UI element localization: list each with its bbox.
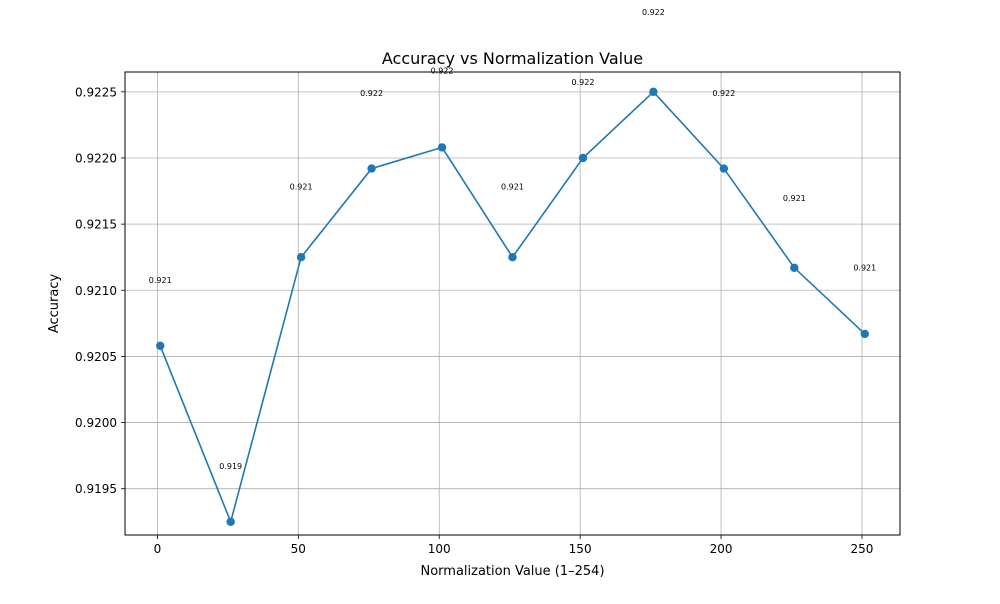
data-label: 0.919: [219, 462, 242, 471]
data-label: 0.922: [642, 8, 665, 17]
data-point: [649, 87, 658, 97]
grid-lines: [125, 72, 900, 535]
data-label: 0.922: [360, 89, 383, 98]
y-tick-label: 0.9210: [75, 284, 117, 298]
y-axis-ticks: 0.9195 0.9200 0.9205 0.9210 0.9215 0.9220 0.92…: [75, 85, 125, 496]
x-tick-label: 100: [428, 542, 451, 556]
x-axis-ticks: 0 50 100 150 200 250: [154, 535, 874, 556]
series-accuracy: [156, 87, 869, 526]
data-point: [790, 263, 799, 272]
data-point: [437, 143, 447, 152]
data-point: [156, 341, 165, 351]
y-tick-label: 0.9220: [75, 151, 117, 165]
plot-area-frame: [124, 71, 901, 536]
data-label: 0.921: [783, 194, 806, 203]
x-tick-label: 200: [710, 542, 733, 556]
data-label: 0.921: [290, 183, 313, 192]
data-label: 0.922: [572, 78, 595, 87]
x-tick-label: 0: [154, 542, 162, 556]
data-point: [296, 253, 306, 262]
series-line: [159, 90, 866, 525]
y-tick-label: 0.9200: [75, 416, 117, 430]
y-tick-label: 0.9225: [75, 85, 117, 99]
data-point: [578, 153, 588, 163]
data-label: 0.921: [149, 276, 172, 285]
y-tick-label: 0.9205: [75, 350, 117, 364]
data-label: 0.922: [431, 67, 454, 76]
y-axis-label: Accuracy: [47, 274, 62, 334]
x-tick-label: 250: [851, 542, 874, 556]
data-point: [860, 329, 869, 339]
data-point: [508, 253, 517, 262]
data-label: 0.921: [853, 264, 876, 273]
data-point: [226, 517, 235, 526]
y-tick-label: 0.9215: [75, 218, 117, 232]
data-point: [719, 164, 729, 173]
data-labels: 0.921 0.919 0.921 0.922 0.922 0.921 0.922 0.922…: [149, 8, 876, 471]
x-tick-label: 150: [569, 542, 592, 556]
x-tick-label: 50: [291, 542, 306, 556]
data-point: [367, 164, 376, 173]
data-label: 0.921: [501, 183, 524, 192]
y-tick-label: 0.9195: [75, 482, 117, 496]
data-label: 0.922: [712, 89, 735, 98]
x-axis-label: Normalization Value (1–254): [420, 564, 604, 579]
chart-title: Accuracy vs Normalization Value: [382, 49, 643, 68]
